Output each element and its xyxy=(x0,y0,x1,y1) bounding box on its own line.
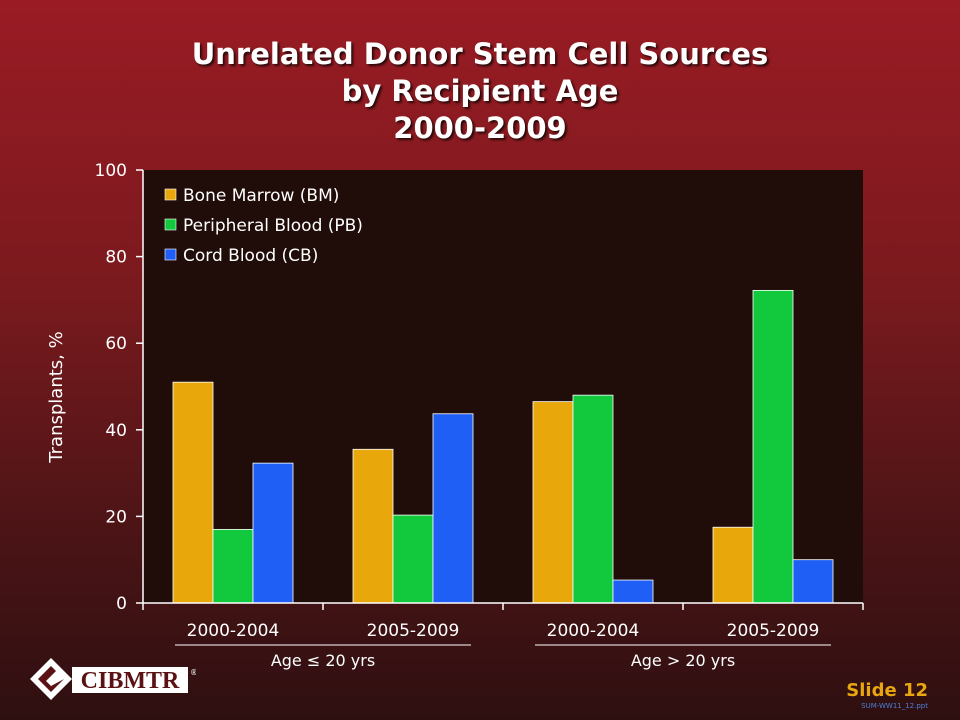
x-tick-label: 2000-2004 xyxy=(187,621,280,641)
legend-swatch xyxy=(164,248,177,261)
logo-registered-mark: ® xyxy=(190,668,196,677)
y-tick-label: 100 xyxy=(95,161,127,181)
slide-number: Slide 12 xyxy=(846,680,928,701)
y-tick-label: 80 xyxy=(105,248,127,268)
bar-3-3 xyxy=(612,579,654,604)
bar-3-4 xyxy=(792,559,834,604)
title-line-1: Unrelated Donor Stem Cell Sources xyxy=(191,37,769,71)
bar-2-2 xyxy=(392,514,434,604)
slide-title: Unrelated Donor Stem Cell Sources by Rec… xyxy=(0,36,960,147)
y-axis: 0 20 40 60 80 100 xyxy=(95,161,144,614)
title-line-2: by Recipient Age xyxy=(341,74,619,108)
bar-2-4 xyxy=(752,289,794,604)
logo-bar xyxy=(72,667,188,693)
group-label: Age ≤ 20 yrs xyxy=(271,651,375,670)
group-label: Age > 20 yrs xyxy=(631,651,735,670)
bar-1-4 xyxy=(712,526,754,604)
x-tick-label: 2005-2009 xyxy=(727,621,820,641)
legend: Bone Marrow (BM) Peripheral Blood (PB) Cor… xyxy=(164,186,363,266)
x-axis: 2000-2004 2005-2009 2000-2004 2005-2009 Age … xyxy=(142,602,864,670)
bar-2-1 xyxy=(212,528,254,604)
title-line-3: 2000-2009 xyxy=(393,111,567,145)
bar-1-1 xyxy=(172,381,214,604)
logo-text: CIBMTR xyxy=(81,668,180,694)
bar-3-2 xyxy=(432,413,474,604)
bar-1-2 xyxy=(352,448,394,604)
logo-diamond-icon xyxy=(30,658,72,700)
bar-3-1 xyxy=(252,462,294,604)
bar-1-3 xyxy=(532,401,574,604)
x-tick-label: 2005-2009 xyxy=(367,621,460,641)
x-tick-label: 2000-2004 xyxy=(547,621,640,641)
y-tick-label: 20 xyxy=(105,507,127,527)
cibmtr-logo: CIBMTR ® xyxy=(30,658,196,700)
legend-label: Cord Blood (CB) xyxy=(183,246,318,266)
y-axis-label: Transplants, % xyxy=(46,331,67,463)
legend-label: Bone Marrow (BM) xyxy=(183,186,339,206)
y-tick-label: 40 xyxy=(105,421,127,441)
y-tick-label: 0 xyxy=(116,594,127,614)
legend-label: Peripheral Blood (PB) xyxy=(183,216,363,236)
bar-2-3 xyxy=(572,394,614,604)
y-tick-label: 60 xyxy=(105,334,127,354)
bars xyxy=(172,289,834,604)
legend-swatch xyxy=(164,218,177,231)
file-code: SUM-WW11_12.ppt xyxy=(861,702,928,710)
legend-swatch xyxy=(164,188,177,201)
